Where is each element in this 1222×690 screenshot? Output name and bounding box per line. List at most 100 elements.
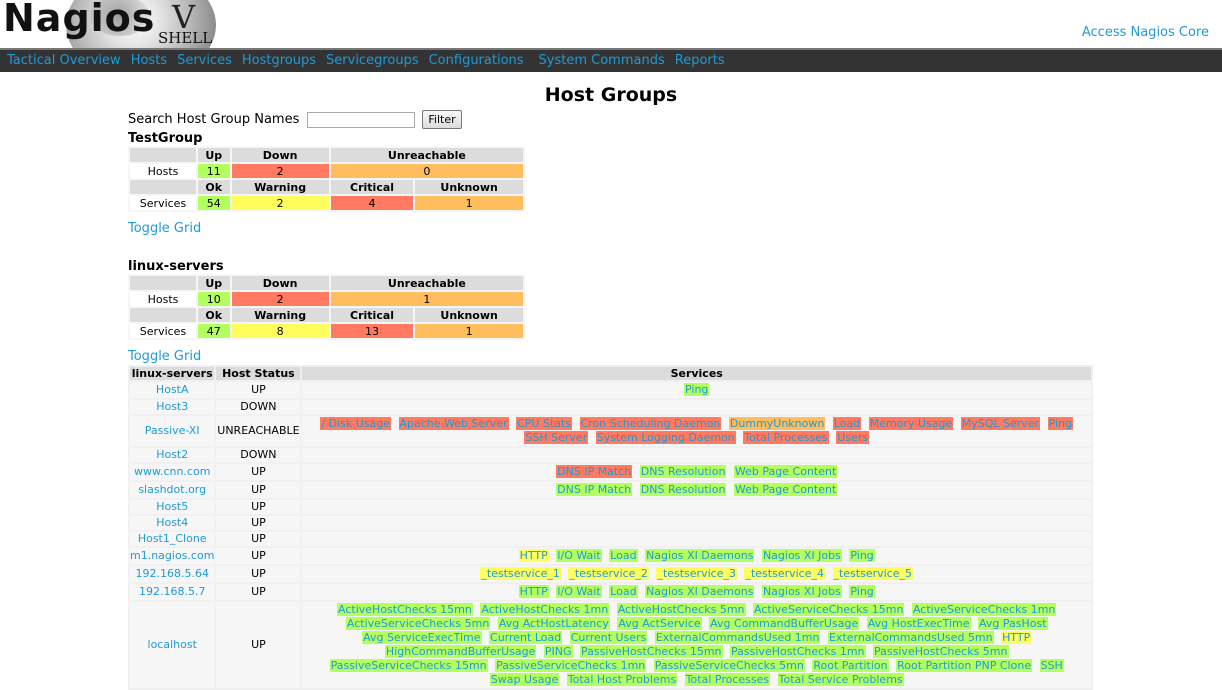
service-link[interactable]: Ping bbox=[849, 549, 875, 562]
service-link[interactable]: Total Processes bbox=[743, 431, 829, 444]
service-link[interactable]: Load bbox=[832, 417, 862, 430]
service-link[interactable]: Ping bbox=[1047, 417, 1074, 430]
service-link[interactable]: _testservice_3 bbox=[656, 567, 737, 580]
service-link[interactable]: I/O Wait bbox=[556, 585, 602, 598]
service-link[interactable]: DummyUnknown bbox=[728, 417, 826, 430]
service-link[interactable]: ExternalCommandsUsed 1mn bbox=[654, 631, 821, 644]
service-link[interactable]: ActiveServiceChecks 15mn bbox=[753, 603, 905, 616]
host-link[interactable]: 192.168.5.64 bbox=[135, 567, 209, 580]
filter-button[interactable]: Filter bbox=[422, 110, 462, 129]
service-link[interactable]: PassiveServiceChecks 1mn bbox=[495, 659, 647, 672]
services-ok-count[interactable]: 47 bbox=[198, 324, 230, 338]
service-link[interactable]: Nagios XI Jobs bbox=[761, 549, 842, 562]
service-link[interactable]: Current Users bbox=[569, 631, 648, 644]
hosts-unreachable-count[interactable]: 0 bbox=[330, 164, 523, 178]
service-link[interactable]: ActiveHostChecks 1mn bbox=[480, 603, 610, 616]
service-link[interactable]: DNS Resolution bbox=[639, 483, 727, 496]
services-unknown-count[interactable]: 1 bbox=[415, 324, 523, 338]
service-link[interactable]: Web Page Content bbox=[733, 465, 838, 478]
service-link[interactable]: _testservice_4 bbox=[744, 567, 825, 580]
services-critical-count[interactable]: 13 bbox=[330, 324, 414, 338]
service-link[interactable]: HTTP bbox=[518, 549, 549, 562]
hosts-up-count[interactable]: 11 bbox=[198, 164, 230, 178]
host-link[interactable]: slashdot.org bbox=[138, 483, 207, 496]
services-critical-count[interactable]: 4 bbox=[330, 196, 414, 210]
service-link[interactable]: Avg PasHost bbox=[978, 617, 1048, 630]
service-link[interactable]: ActiveServiceChecks 5mn bbox=[345, 617, 491, 630]
service-link[interactable]: Ping bbox=[849, 585, 875, 598]
host-link[interactable]: m1.nagios.com bbox=[130, 549, 215, 562]
service-link[interactable]: PassiveServiceChecks 15mn bbox=[329, 659, 488, 672]
service-link[interactable]: ActiveServiceChecks 1mn bbox=[911, 603, 1057, 616]
service-link[interactable]: PassiveHostChecks 15mn bbox=[580, 645, 723, 658]
service-link[interactable]: Total Processes bbox=[684, 673, 771, 686]
services-unknown-count[interactable]: 1 bbox=[415, 196, 523, 210]
service-link[interactable]: MySQL Server bbox=[960, 417, 1041, 430]
host-link[interactable]: Host5 bbox=[156, 500, 189, 513]
service-link[interactable]: DNS IP Match bbox=[556, 465, 633, 478]
service-link[interactable]: / Disk Usage bbox=[320, 417, 392, 430]
nav-reports[interactable]: Reports bbox=[674, 53, 725, 68]
service-link[interactable]: ActiveHostChecks 15mn bbox=[337, 603, 473, 616]
group-title-linux-servers[interactable]: linux-servers bbox=[128, 259, 224, 274]
service-link[interactable]: _testservice_5 bbox=[832, 567, 914, 580]
service-link[interactable]: Nagios XI Jobs bbox=[761, 585, 842, 598]
hosts-up-count[interactable]: 10 bbox=[198, 292, 230, 306]
access-nagios-core-link[interactable]: Access Nagios Core bbox=[1081, 25, 1209, 40]
host-link[interactable]: 192.168.5.7 bbox=[138, 585, 206, 598]
service-link[interactable]: PING bbox=[543, 645, 573, 658]
nav-configurations[interactable]: Configurations bbox=[428, 53, 524, 68]
service-link[interactable]: Total Host Problems bbox=[566, 673, 678, 686]
host-link[interactable]: www.cnn.com bbox=[133, 465, 211, 478]
service-link[interactable]: SSH bbox=[1039, 659, 1064, 672]
service-link[interactable]: Apache Web Server bbox=[398, 417, 509, 430]
nav-tactical-overview[interactable]: Tactical Overview bbox=[7, 53, 121, 68]
service-link[interactable]: HTTP bbox=[1001, 631, 1032, 644]
service-link[interactable]: Ping bbox=[684, 383, 710, 396]
service-link[interactable]: Swap Usage bbox=[489, 673, 560, 686]
service-link[interactable]: Root Partition PNP Clone bbox=[896, 659, 1033, 672]
host-link[interactable]: Host1_Clone bbox=[137, 532, 207, 545]
service-link[interactable]: PassiveHostChecks 5mn bbox=[873, 645, 1009, 658]
service-link[interactable]: DNS IP Match bbox=[556, 483, 633, 496]
toggle-grid-link-testgroup[interactable]: Toggle Grid bbox=[128, 221, 202, 236]
hosts-down-count[interactable]: 2 bbox=[231, 292, 329, 306]
service-link[interactable]: Avg ServiceExecTime bbox=[362, 631, 482, 644]
service-link[interactable]: Avg ActService bbox=[617, 617, 702, 630]
services-ok-count[interactable]: 54 bbox=[198, 196, 230, 210]
service-link[interactable]: PassiveHostChecks 1mn bbox=[730, 645, 866, 658]
service-link[interactable]: ExternalCommandsUsed 5mn bbox=[827, 631, 994, 644]
service-link[interactable]: DNS Resolution bbox=[639, 465, 727, 478]
search-input[interactable] bbox=[307, 111, 416, 128]
service-link[interactable]: Cron Scheduling Daemon bbox=[579, 417, 722, 430]
host-link[interactable]: Host4 bbox=[156, 516, 189, 529]
hosts-unreachable-count[interactable]: 1 bbox=[330, 292, 523, 306]
nav-servicegroups[interactable]: Servicegroups bbox=[326, 53, 419, 68]
host-link[interactable]: Host3 bbox=[156, 400, 189, 413]
service-link[interactable]: Avg CommandBufferUsage bbox=[709, 617, 860, 630]
service-link[interactable]: HighCommandBufferUsage bbox=[384, 645, 537, 658]
services-warning-count[interactable]: 2 bbox=[231, 196, 329, 210]
host-link[interactable]: Passive-XI bbox=[144, 424, 200, 437]
service-link[interactable]: SSH Server bbox=[524, 431, 589, 444]
nav-services[interactable]: Services bbox=[177, 53, 232, 68]
nagios-logo[interactable]: Nagios V SHELL bbox=[0, 0, 220, 48]
service-link[interactable]: _testservice_1 bbox=[480, 567, 561, 580]
service-link[interactable]: Nagios XI Daemons bbox=[645, 585, 755, 598]
service-link[interactable]: Total Service Problems bbox=[777, 673, 904, 686]
service-link[interactable]: Avg HostExecTime bbox=[866, 617, 971, 630]
service-link[interactable]: Load bbox=[609, 549, 638, 562]
service-link[interactable]: Current Load bbox=[489, 631, 563, 644]
nav-hosts[interactable]: Hosts bbox=[130, 53, 168, 68]
service-link[interactable]: Avg ActHostLatency bbox=[497, 617, 610, 630]
service-link[interactable]: ActiveHostChecks 5mn bbox=[616, 603, 746, 616]
service-link[interactable]: Web Page Content bbox=[733, 483, 838, 496]
service-link[interactable]: Root Partition bbox=[812, 659, 889, 672]
service-link[interactable]: Memory Usage bbox=[868, 417, 954, 430]
hosts-down-count[interactable]: 2 bbox=[231, 164, 329, 178]
service-link[interactable]: Load bbox=[609, 585, 638, 598]
toggle-grid-link-linux-servers[interactable]: Toggle Grid bbox=[128, 349, 202, 364]
host-link[interactable]: HostA bbox=[155, 383, 189, 396]
service-link[interactable]: Nagios XI Daemons bbox=[645, 549, 755, 562]
service-link[interactable]: I/O Wait bbox=[556, 549, 602, 562]
